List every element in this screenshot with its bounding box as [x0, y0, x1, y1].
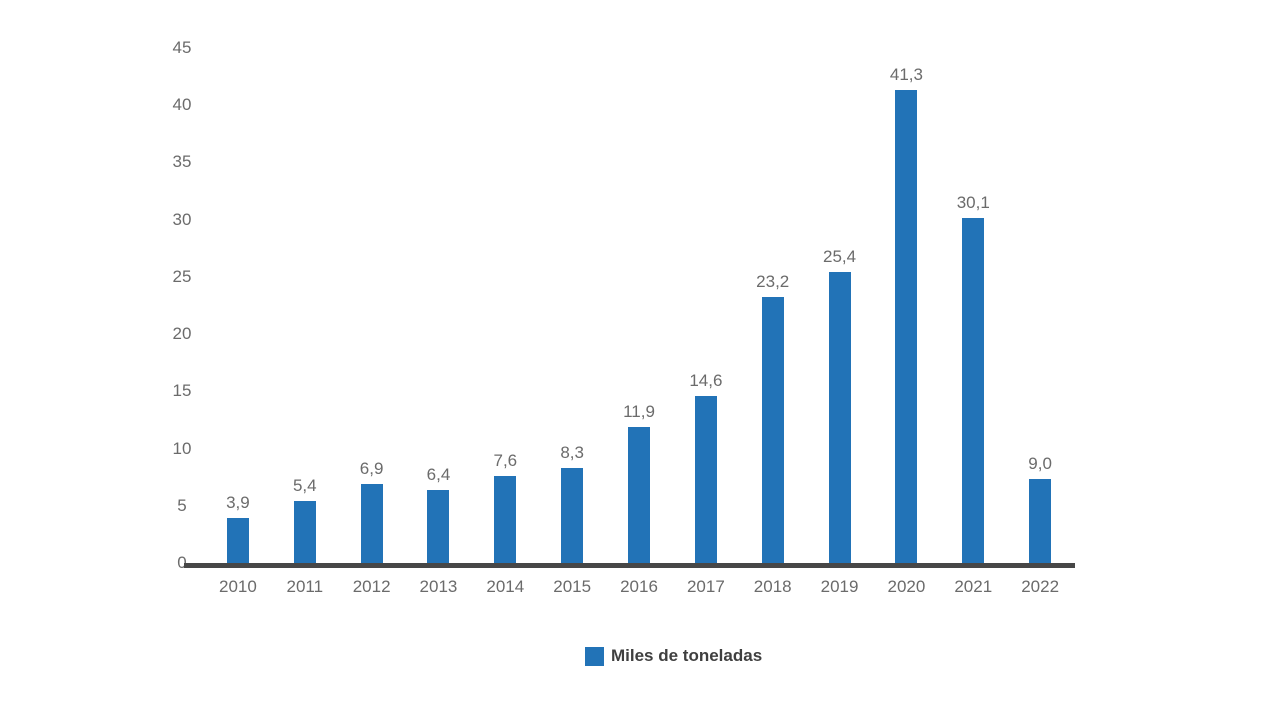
x-axis-line [184, 563, 1075, 568]
y-tick-label: 30 [172, 209, 192, 229]
bar [761, 297, 784, 563]
x-category-label: 2021 [954, 577, 993, 596]
y-tick-label: 45 [172, 37, 192, 57]
y-tick-label: 20 [172, 324, 192, 343]
bar [1029, 479, 1052, 563]
x-category-label: 2011 [286, 577, 324, 596]
x-category-label: 2018 [753, 577, 792, 596]
y-tick-label: 5 [177, 495, 187, 515]
y-tick-label: 15 [172, 381, 192, 401]
legend-swatch [585, 646, 604, 666]
bar-value-label: 11,9 [623, 401, 655, 421]
bar [628, 426, 651, 563]
bar [694, 395, 717, 563]
bar-value-label: 7,6 [493, 450, 518, 470]
bar [293, 501, 316, 563]
bar [360, 483, 383, 563]
y-tick-label: 0 [177, 553, 187, 572]
x-category-label: 2013 [419, 577, 458, 596]
x-category-label: 2015 [553, 577, 592, 596]
bar [427, 489, 450, 563]
bar-value-label: 5,4 [292, 476, 317, 496]
bar-value-label: 9,0 [1028, 454, 1052, 474]
x-category-label: 2016 [620, 577, 658, 596]
y-tick-label: 25 [172, 266, 192, 286]
x-category-label: 2010 [219, 577, 257, 596]
x-category-label: 2019 [820, 577, 859, 596]
bar-value-label: 14,6 [689, 370, 723, 390]
bar-value-label: 25,4 [823, 247, 857, 267]
bar-value-label: 8,3 [560, 442, 584, 462]
x-category-label: 2017 [686, 577, 725, 596]
bar [895, 90, 918, 563]
bar [962, 218, 985, 563]
legend-label: Miles de toneladas [611, 646, 763, 665]
bar [494, 475, 517, 563]
x-category-label: 2020 [887, 577, 926, 596]
y-tick-label: 40 [172, 95, 192, 114]
bar [828, 272, 851, 563]
bar-value-label: 30,1 [956, 193, 990, 213]
bar-value-label: 6,9 [359, 458, 384, 478]
bar-value-label: 6,4 [426, 464, 451, 484]
x-category-label: 2022 [1021, 577, 1060, 596]
y-tick-label: 35 [172, 152, 192, 172]
legend: Miles de toneladas [585, 646, 762, 666]
bar [226, 518, 249, 563]
x-category-label: 2012 [352, 577, 391, 596]
bar-value-label: 41,3 [889, 65, 923, 85]
bar-value-label: 23,2 [756, 272, 790, 292]
bar-value-label: 3,9 [226, 493, 250, 513]
y-tick-label: 10 [172, 438, 192, 458]
bar [561, 467, 584, 563]
x-category-label: 2014 [486, 577, 525, 596]
